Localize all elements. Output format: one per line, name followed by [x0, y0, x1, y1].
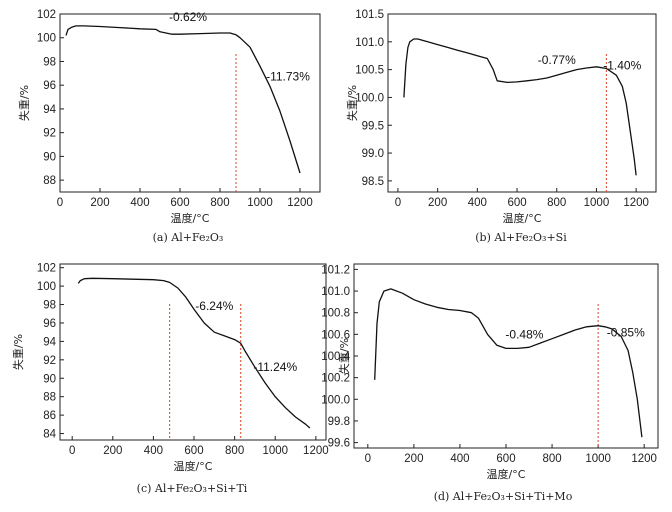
y-tick-label: 101.0: [321, 286, 350, 298]
y-tick-label: 100.0: [355, 92, 384, 104]
x-tick-label: 1200: [303, 445, 329, 457]
y-tick-label: 100: [37, 33, 56, 45]
x-tick-label: 600: [507, 197, 526, 209]
x-tick-label: 800: [542, 453, 561, 465]
y-tick-label: 99.5: [362, 120, 384, 132]
plot-frame: [59, 13, 321, 193]
panel-caption: (d) Al+Fe₂O₃+Si+Ti+Mo: [434, 490, 573, 503]
x-tick-label: 800: [547, 197, 566, 209]
x-tick-label: 800: [210, 197, 229, 209]
y-tick-label: 100.5: [355, 65, 384, 77]
tga-curve: [374, 288, 643, 438]
x-tick-label: 600: [170, 197, 189, 209]
y-tick-label: 90: [43, 373, 56, 385]
y-tick-label: 101.5: [355, 9, 384, 21]
x-tick-label: 0: [57, 197, 63, 209]
y-tick-label: 102: [37, 263, 56, 275]
y-tick-label: 92: [43, 355, 56, 367]
panel-caption: (a) Al+Fe₂O₃: [153, 231, 224, 244]
y-tick-label: 96: [43, 318, 56, 330]
y-axis-label: 失重/%: [17, 85, 31, 121]
y-axis-label: 失重/%: [337, 338, 351, 374]
tga-curve: [403, 38, 637, 176]
mass-loss-annotation: -0.85%: [607, 326, 645, 340]
panel-caption: (b) Al+Fe₂O₃+Si: [475, 231, 567, 244]
x-tick-label: 0: [365, 453, 371, 465]
y-tick-label: 94: [43, 336, 56, 348]
mass-loss-annotation: -11.73%: [266, 69, 310, 83]
y-tick-label: 94: [43, 104, 56, 116]
x-tick-label: 800: [225, 445, 244, 457]
panel-caption: (c) Al+Fe₂O₃+Si+Ti: [137, 482, 248, 495]
y-tick-label: 98.5: [362, 176, 384, 188]
chart-panel-d: 0 200 400 600 800 1000 1200 99.6 99.8 100.0 100.2 1…: [321, 263, 659, 503]
x-axis-label: 温度/°C: [503, 211, 542, 225]
x-tick-label: 1000: [584, 197, 610, 209]
x-tick-label: 400: [130, 197, 149, 209]
mass-loss-annotation: -0.62%: [169, 10, 207, 24]
x-tick-label: 1200: [287, 197, 313, 209]
x-tick-label: 400: [468, 197, 487, 209]
y-axis-label: 失重/%: [345, 85, 359, 121]
y-tick-label: 99.8: [328, 416, 350, 428]
y-tick-label: 101.0: [355, 37, 384, 49]
x-axis-label: 温度/°C: [171, 211, 210, 225]
x-tick-label: 200: [404, 453, 423, 465]
x-tick-label: 1200: [631, 453, 657, 465]
x-tick-label: 600: [496, 453, 515, 465]
chart-panel-c: 0 200 400 600 800 1000 1200 84 86 88 90 92 94 96 98 100…: [11, 263, 329, 495]
tga-curve: [77, 277, 311, 429]
mass-loss-annotation: -0.77%: [538, 53, 576, 67]
x-tick-label: 1000: [585, 453, 611, 465]
x-tick-label: 400: [450, 453, 469, 465]
x-axis-label: 温度/°C: [174, 459, 213, 473]
x-tick-label: 400: [144, 445, 163, 457]
x-tick-label: 200: [428, 197, 447, 209]
mass-loss-annotation: -0.48%: [505, 328, 543, 342]
y-tick-label: 84: [43, 429, 56, 441]
y-tick-label: 99.6: [328, 438, 350, 450]
y-tick-label: 88: [43, 392, 56, 404]
x-tick-label: 0: [69, 445, 75, 457]
chart-panel-b: 0 200 400 600 800 1000 1200 98.5 99.0 99.5 100.0 10…: [345, 9, 657, 244]
y-tick-label: 100.2: [321, 373, 350, 385]
y-tick-label: 92: [43, 128, 56, 140]
x-tick-label: 1200: [623, 197, 649, 209]
y-tick-label: 100.6: [321, 329, 350, 341]
plot-frame: [387, 13, 657, 193]
mass-loss-annotation: -6.24%: [195, 299, 233, 313]
x-tick-label: 600: [184, 445, 203, 457]
y-tick-label: 99.0: [362, 148, 384, 160]
y-tick-label: 100.4: [321, 351, 350, 363]
y-tick-label: 86: [43, 410, 56, 422]
x-axis-label: 温度/°C: [487, 467, 526, 481]
y-tick-label: 100.0: [321, 394, 350, 406]
y-tick-label: 100.8: [321, 308, 350, 320]
y-tick-label: 96: [43, 80, 56, 92]
y-tick-label: 90: [43, 151, 56, 163]
x-tick-label: 200: [103, 445, 122, 457]
x-tick-label: 200: [90, 197, 109, 209]
x-tick-label: 1000: [262, 445, 288, 457]
y-tick-label: 88: [43, 175, 56, 187]
plot-frame: [59, 263, 327, 441]
y-axis-label: 失重/%: [11, 334, 25, 370]
y-tick-label: 102: [37, 9, 56, 21]
x-tick-label: 1000: [247, 197, 273, 209]
mass-loss-annotation: -11.24%: [253, 360, 297, 374]
tga-curve: [65, 25, 301, 174]
y-tick-label: 101.2: [321, 264, 350, 276]
y-tick-label: 98: [43, 300, 56, 312]
mass-loss-annotation: -1.40%: [603, 59, 641, 73]
x-tick-label: 0: [395, 197, 401, 209]
y-tick-label: 100: [37, 281, 56, 293]
chart-panel-a: 0 200 400 600 800 1000 1200 88 90 92 94 96 98 100 102 温…: [17, 9, 321, 244]
y-tick-label: 98: [43, 56, 56, 68]
